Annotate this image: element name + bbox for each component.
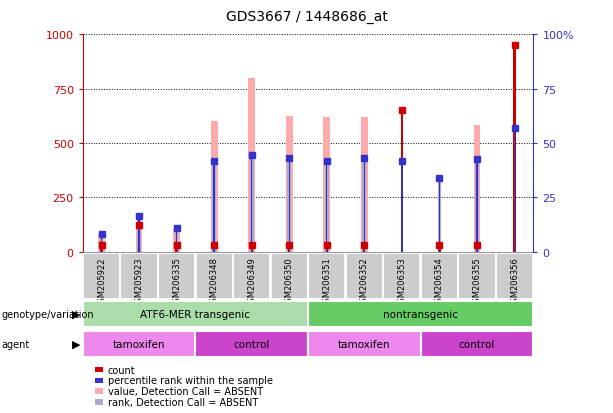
Text: control: control: [459, 339, 495, 349]
Bar: [233, 253, 270, 299]
Bar: [364, 245, 365, 252]
Bar: [213, 162, 215, 252]
Bar: [326, 245, 328, 252]
Bar: [213, 245, 215, 252]
Bar: [287, 159, 291, 252]
Bar: [421, 331, 533, 357]
Text: genotype/variation: genotype/variation: [1, 309, 94, 319]
Bar: [83, 253, 120, 299]
Text: agent: agent: [1, 339, 29, 349]
Bar: [383, 253, 421, 299]
Bar: [196, 331, 308, 357]
Bar: [438, 245, 441, 252]
Bar: [101, 235, 102, 252]
Text: GSM205923: GSM205923: [135, 257, 143, 307]
Bar: [98, 235, 105, 252]
Bar: [271, 253, 308, 299]
Bar: [288, 245, 291, 252]
Bar: [346, 253, 383, 299]
Bar: [138, 226, 140, 252]
Bar: [324, 117, 330, 252]
Bar: [212, 162, 216, 252]
Bar: [475, 160, 479, 252]
Bar: [83, 331, 196, 357]
Bar: [421, 253, 458, 299]
Bar: [514, 46, 516, 252]
Text: rank, Detection Call = ABSENT: rank, Detection Call = ABSENT: [108, 397, 258, 407]
Bar: [158, 253, 195, 299]
Text: value, Detection Call = ABSENT: value, Detection Call = ABSENT: [108, 386, 263, 396]
Bar: [361, 117, 368, 252]
Bar: [83, 301, 308, 327]
Text: GSM205922: GSM205922: [97, 257, 106, 307]
Bar: [101, 245, 102, 252]
Bar: [476, 160, 478, 252]
Bar: [402, 162, 403, 252]
Bar: [137, 216, 141, 252]
Text: GSM206356: GSM206356: [510, 257, 519, 308]
Bar: [362, 159, 366, 252]
Bar: [326, 162, 327, 252]
Text: tamoxifen: tamoxifen: [338, 339, 390, 349]
Text: ▶: ▶: [72, 339, 80, 349]
Text: ▶: ▶: [72, 309, 80, 319]
Bar: [251, 155, 253, 252]
Text: GSM206354: GSM206354: [435, 257, 444, 308]
Text: tamoxifen: tamoxifen: [113, 339, 166, 349]
Bar: [308, 253, 345, 299]
Bar: [175, 228, 178, 252]
Bar: [401, 111, 403, 252]
Bar: [139, 216, 140, 252]
Bar: [135, 226, 142, 252]
Bar: [496, 253, 533, 299]
Bar: [439, 178, 440, 252]
Bar: [196, 253, 233, 299]
Bar: [514, 128, 515, 252]
Text: GSM206350: GSM206350: [285, 257, 294, 308]
Bar: [286, 116, 292, 252]
Bar: [364, 159, 365, 252]
Text: GSM206335: GSM206335: [172, 257, 181, 308]
Bar: [211, 122, 218, 252]
Text: GDS3667 / 1448686_at: GDS3667 / 1448686_at: [226, 10, 387, 24]
Text: nontransgenic: nontransgenic: [383, 309, 458, 319]
Bar: [176, 228, 177, 252]
Bar: [121, 253, 158, 299]
Text: control: control: [234, 339, 270, 349]
Bar: [474, 126, 481, 252]
Text: ATF6-MER transgenic: ATF6-MER transgenic: [140, 309, 250, 319]
Bar: [308, 301, 533, 327]
Bar: [173, 228, 180, 252]
Bar: [325, 162, 329, 252]
Bar: [251, 245, 253, 252]
Text: GSM206349: GSM206349: [247, 257, 256, 308]
Bar: [175, 245, 178, 252]
Bar: [250, 155, 254, 252]
Text: GSM206353: GSM206353: [397, 257, 406, 308]
Text: GSM206351: GSM206351: [322, 257, 331, 308]
Bar: [459, 253, 495, 299]
Text: percentile rank within the sample: percentile rank within the sample: [108, 375, 273, 385]
Text: GSM206348: GSM206348: [210, 257, 219, 308]
Bar: [289, 159, 290, 252]
Text: GSM206352: GSM206352: [360, 257, 369, 308]
Bar: [248, 78, 255, 252]
Text: count: count: [108, 365, 135, 375]
Bar: [308, 331, 421, 357]
Bar: [100, 235, 104, 252]
Bar: [438, 178, 441, 252]
Bar: [476, 245, 478, 252]
Text: GSM206355: GSM206355: [473, 257, 481, 308]
